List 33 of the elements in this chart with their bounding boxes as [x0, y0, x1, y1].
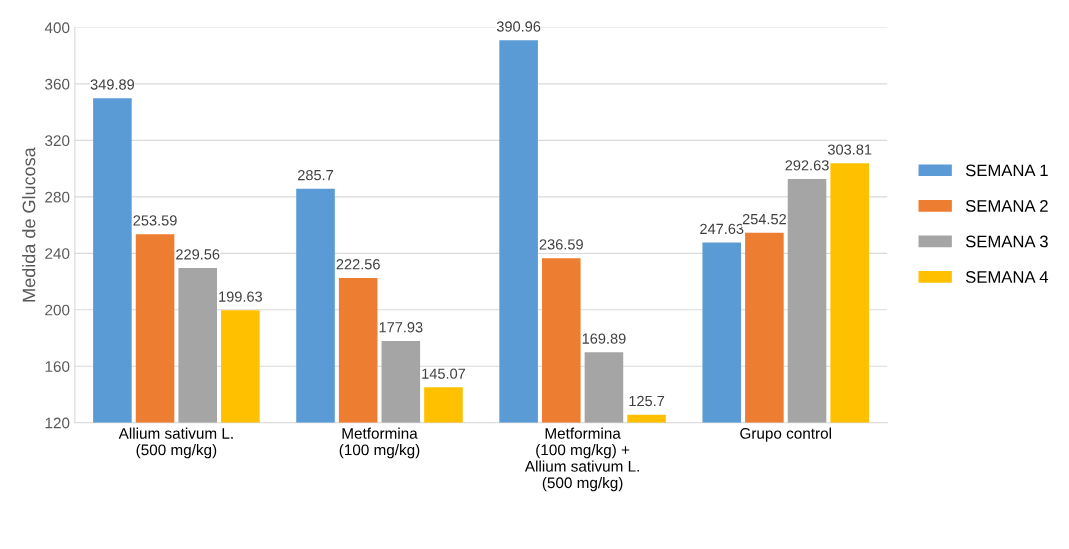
y-tick-label: 320: [45, 135, 70, 147]
data-label: 254.52: [742, 213, 786, 225]
data-label: 177.93: [379, 322, 423, 333]
data-label: 285.7: [298, 169, 334, 181]
data-label: 390.96: [496, 21, 541, 32]
x-tick-label: Metformina (100 mg/kg): [339, 427, 420, 459]
data-label: 222.56: [336, 259, 380, 270]
y-axis-title: Medida de Glucosa: [22, 147, 36, 302]
y-tick-label: 400: [44, 22, 70, 34]
y-tick-label: 240: [45, 248, 70, 260]
y-tick-label: 200: [45, 304, 70, 316]
legend-label: SEMANA 2: [965, 199, 1048, 212]
legend-label: SEMANA 1: [965, 164, 1048, 177]
data-label: 303.81: [827, 144, 872, 155]
x-tick-label: Grupo control: [740, 427, 831, 442]
legend-label: SEMANA 4: [965, 271, 1049, 283]
data-label: 236.59: [539, 239, 583, 250]
y-tick-label: 120: [45, 417, 70, 429]
legend-label: SEMANA 3: [965, 235, 1048, 248]
data-label: 199.63: [219, 291, 263, 302]
data-label: 145.07: [422, 368, 466, 379]
data-label: 125.7: [629, 395, 665, 407]
data-label: 247.63: [700, 223, 744, 235]
x-tick-label: Metformina (100 mg/kg) + Allium sativum L. (500 mg/kg): [524, 427, 639, 492]
y-tick-label: 280: [45, 191, 70, 203]
data-label: 169.89: [582, 333, 626, 344]
data-label: 292.63: [785, 160, 829, 171]
y-tick-label: 160: [45, 361, 70, 372]
data-label: 229.56: [176, 249, 220, 260]
y-tick-label: 360: [45, 78, 70, 90]
x-tick-label: Allium sativum L. (500 mg/kg): [118, 427, 233, 459]
data-label: 349.89: [90, 79, 135, 90]
data-label: 253.59: [133, 215, 177, 226]
